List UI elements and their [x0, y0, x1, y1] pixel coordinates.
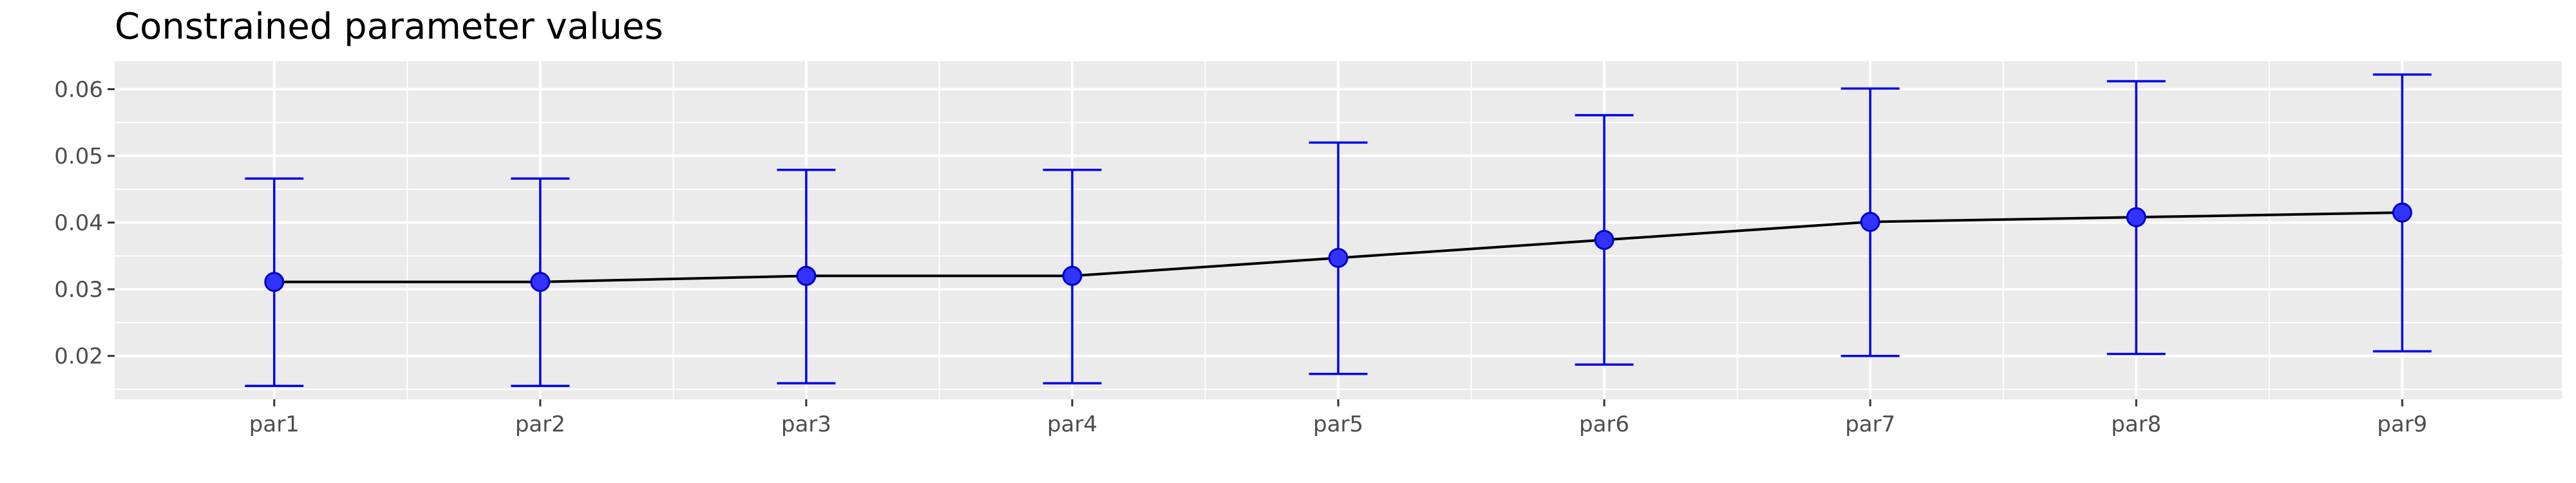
data-point-par1	[264, 272, 285, 292]
data-point-par2	[530, 272, 551, 292]
x-tick-label: par1	[249, 412, 299, 437]
data-point-par9	[2392, 202, 2412, 223]
x-tick-label: par3	[781, 412, 831, 437]
x-tick-label: par7	[1845, 412, 1895, 437]
y-tick-label: 0.04	[54, 211, 103, 236]
data-point-par3	[796, 265, 817, 286]
data-points	[264, 202, 2412, 292]
y-tick-label: 0.02	[54, 344, 103, 370]
x-tick-label: par5	[1313, 412, 1363, 437]
chart-title: Constrained parameter values	[115, 6, 663, 48]
x-axis: par1 par2 par3 par4 par5 par6 par7 par8 par9	[249, 399, 2427, 437]
y-axis: 0.02 0.03 0.04 0.05 0.06	[54, 77, 115, 370]
data-point-par4	[1062, 265, 1083, 286]
y-tick-label: 0.05	[54, 144, 103, 169]
data-point-par7	[1860, 212, 1880, 232]
x-tick-label: par2	[515, 412, 565, 437]
x-tick-label: par4	[1047, 412, 1097, 437]
y-tick-label: 0.06	[54, 77, 103, 102]
data-point-par6	[1594, 230, 1615, 251]
x-tick-label: par8	[2111, 412, 2161, 437]
data-point-par5	[1328, 247, 1349, 268]
data-point-par8	[2126, 207, 2146, 227]
x-tick-label: par9	[2377, 412, 2427, 437]
x-tick-label: par6	[1579, 412, 1629, 437]
y-tick-label: 0.03	[54, 277, 103, 303]
